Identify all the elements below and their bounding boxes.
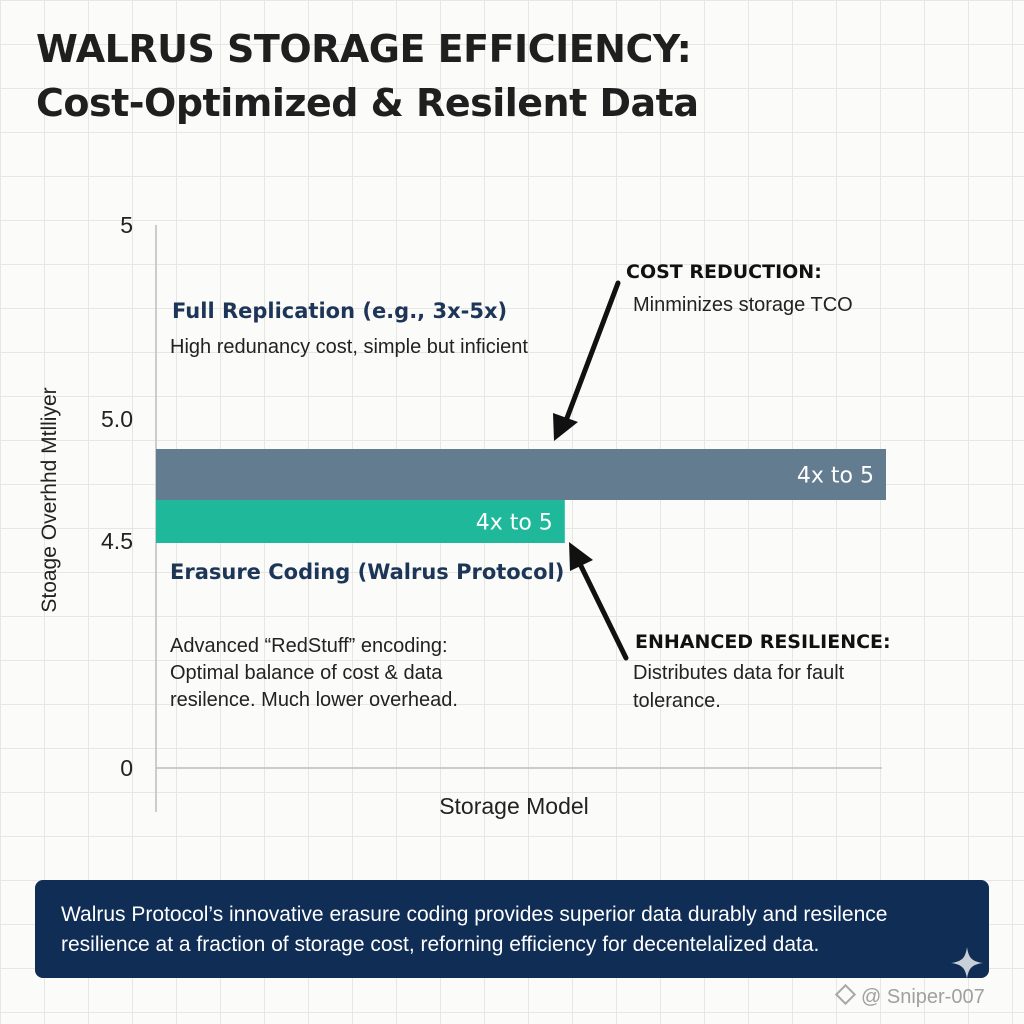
watermark: @ Sniper-007: [834, 983, 985, 1009]
erasure-coding-bar: [156, 500, 565, 543]
erasure-coding-heading: Erasure Coding (Walrus Protocol): [170, 560, 565, 584]
full-replication-bar: [156, 449, 886, 500]
y-tick-label: 5.0: [101, 406, 133, 432]
enhanced-resilience-description: Distributes data for fault tolerance.: [633, 662, 845, 712]
title-line-1: WALRUS STORAGE EFFICIENCY:: [36, 27, 692, 71]
erasure-coding-description: Advanced “RedStuff” encoding: Optimal ba…: [170, 635, 458, 711]
summary-banner: Walrus Protocol’s innovative erasure cod…: [35, 880, 989, 978]
y-tick-label: 0: [120, 755, 133, 781]
cost-reduction-description: Minminizes storage TCO: [633, 294, 853, 316]
page-title: WALRUS STORAGE EFFICIENCY: Cost-Optimize…: [36, 22, 699, 130]
y-axis-label: Stoage Overhhd Mtlliyer: [38, 387, 61, 612]
cost-reduction-heading: COST REDUCTION:: [626, 261, 822, 283]
resilience-arrow: [569, 542, 629, 661]
bar-value-label: 4x to 5: [797, 464, 874, 489]
storage-overhead-chart: 5 5.0 4.5 0 4x to 5 4x to 5 Stoage Overhhd M…: [38, 212, 886, 819]
diamond-logo-icon: [834, 983, 857, 1006]
x-axis-label: Storage Model: [439, 793, 589, 819]
title-line-2: Cost-Optimized & Resilent Data: [36, 81, 699, 125]
bar-value-label: 4x to 5: [476, 511, 553, 536]
y-tick-label: 4.5: [101, 528, 133, 554]
full-replication-heading: Full Replication (e.g., 3x-5x): [172, 299, 508, 323]
enhanced-resilience-heading: ENHANCED RESILIENCE:: [635, 631, 891, 653]
cost-reduction-arrow: [553, 280, 621, 441]
summary-text: Walrus Protocol’s innovative erasure cod…: [61, 903, 888, 956]
sparkle-icon: [951, 947, 983, 979]
full-replication-description: High redunancy cost, simple but inficien…: [170, 336, 528, 358]
y-tick-label: 5: [120, 212, 133, 238]
watermark-text: @ Sniper-007: [861, 986, 985, 1008]
